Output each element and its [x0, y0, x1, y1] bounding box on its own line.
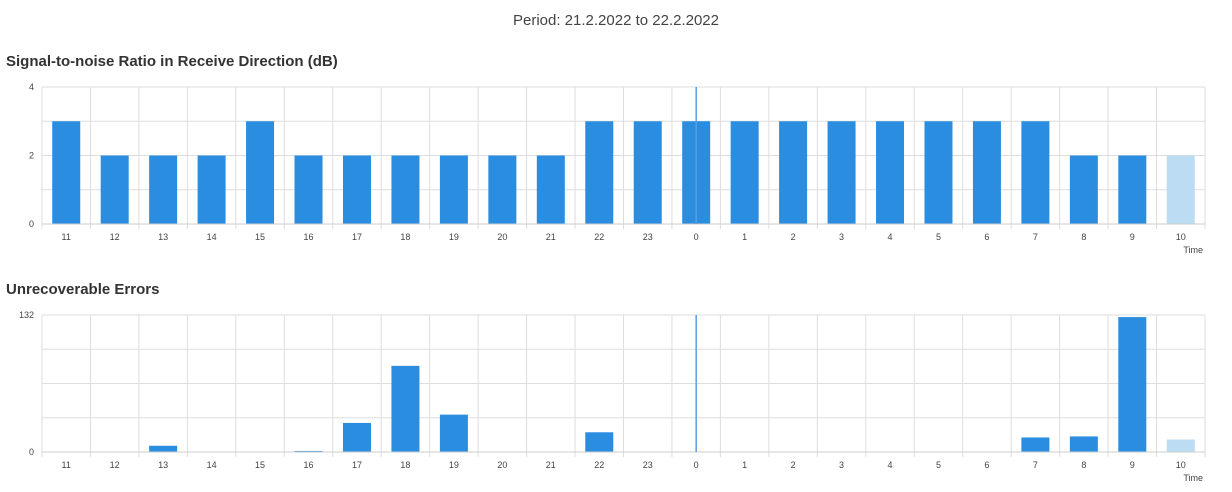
snr-xtick-label: 4 — [888, 232, 893, 242]
errors-xtick-label: 5 — [936, 460, 941, 470]
snr-xtick-label: 10 — [1176, 232, 1186, 242]
snr-xtick-label: 7 — [1033, 232, 1038, 242]
errors-x-axis-label: Time — [1183, 473, 1203, 483]
snr-xtick-label: 21 — [546, 232, 556, 242]
snr-xtick-label: 13 — [158, 232, 168, 242]
snr-ytick-label: 4 — [29, 82, 34, 92]
snr-bar — [1021, 121, 1050, 224]
errors-xtick-label: 20 — [497, 460, 507, 470]
errors-chart-title: Unrecoverable Errors — [6, 281, 160, 298]
snr-xtick-label: 19 — [449, 232, 459, 242]
snr-xtick-label: 9 — [1130, 232, 1135, 242]
snr-bar — [827, 121, 856, 224]
errors-bar — [1069, 436, 1098, 452]
snr-bar — [924, 121, 953, 224]
snr-xtick-label: 17 — [352, 232, 362, 242]
snr-bar — [1166, 155, 1195, 224]
errors-xtick-label: 6 — [984, 460, 989, 470]
errors-xtick-label: 17 — [352, 460, 362, 470]
snr-ytick-label: 0 — [29, 219, 34, 229]
errors-xtick-label: 3 — [839, 460, 844, 470]
errors-xtick-label: 13 — [158, 460, 168, 470]
snr-bar — [1069, 155, 1098, 224]
snr-xtick-label: 5 — [936, 232, 941, 242]
snr-bar — [488, 155, 517, 224]
snr-xtick-label: 1 — [742, 232, 747, 242]
snr-bar — [149, 155, 178, 224]
snr-xtick-label: 15 — [255, 232, 265, 242]
snr-bar — [730, 121, 759, 224]
period-label: Period: 21.2.2022 to 22.2.2022 — [512, 12, 719, 29]
snr-bar — [391, 155, 420, 224]
errors-xtick-label: 9 — [1130, 460, 1135, 470]
snr-xtick-label: 14 — [207, 232, 217, 242]
snr-bar — [1118, 155, 1147, 224]
snr-chart-title: Signal-to-noise Ratio in Receive Directi… — [6, 53, 338, 70]
errors-bar — [149, 445, 178, 452]
errors-xtick-label: 4 — [888, 460, 893, 470]
snr-xtick-label: 16 — [304, 232, 314, 242]
errors-bar — [1166, 439, 1195, 452]
snr-bar — [633, 121, 662, 224]
snr-bar — [100, 155, 129, 224]
errors-xtick-label: 15 — [255, 460, 265, 470]
snr-bar — [197, 155, 226, 224]
snr-bar — [439, 155, 468, 224]
errors-xtick-label: 22 — [594, 460, 604, 470]
errors-xtick-label: 14 — [207, 460, 217, 470]
errors-bar — [1021, 437, 1050, 452]
errors-xtick-label: 0 — [694, 460, 699, 470]
snr-xtick-label: 23 — [643, 232, 653, 242]
snr-xtick-label: 22 — [594, 232, 604, 242]
snr-bar — [52, 121, 81, 224]
errors-xtick-label: 21 — [546, 460, 556, 470]
errors-ytick-label: 0 — [29, 447, 34, 457]
snr-xtick-label: 8 — [1081, 232, 1086, 242]
snr-xtick-label: 6 — [984, 232, 989, 242]
errors-bar — [342, 422, 371, 452]
snr-bar — [876, 121, 905, 224]
errors-bar — [1118, 317, 1147, 452]
errors-bar — [391, 365, 420, 452]
errors-xtick-label: 8 — [1081, 460, 1086, 470]
errors-ytick-label: 132 — [19, 310, 34, 320]
errors-xtick-label: 7 — [1033, 460, 1038, 470]
snr-x-axis-label: Time — [1183, 245, 1203, 255]
errors-xtick-label: 12 — [110, 460, 120, 470]
snr-bar — [972, 121, 1001, 224]
snr-xtick-label: 3 — [839, 232, 844, 242]
snr-xtick-label: 20 — [497, 232, 507, 242]
snr-bar — [585, 121, 614, 224]
snr-bar — [536, 155, 565, 224]
errors-bar — [439, 414, 468, 452]
snr-xtick-label: 11 — [62, 232, 71, 242]
errors-xtick-label: 23 — [643, 460, 653, 470]
errors-bar — [294, 450, 323, 452]
errors-xtick-label: 10 — [1176, 460, 1186, 470]
snr-xtick-label: 0 — [694, 232, 699, 242]
errors-xtick-label: 11 — [62, 460, 71, 470]
snr-bar — [246, 121, 275, 224]
snr-bar — [779, 121, 808, 224]
snr-xtick-label: 18 — [400, 232, 410, 242]
errors-xtick-label: 18 — [400, 460, 410, 470]
errors-bar — [585, 432, 614, 452]
snr-xtick-label: 12 — [110, 232, 120, 242]
errors-xtick-label: 1 — [742, 460, 747, 470]
errors-xtick-label: 19 — [449, 460, 459, 470]
errors-xtick-label: 16 — [304, 460, 314, 470]
snr-xtick-label: 2 — [791, 232, 796, 242]
errors-xtick-label: 2 — [791, 460, 796, 470]
snr-ytick-label: 2 — [29, 151, 34, 161]
snr-bar — [294, 155, 323, 224]
snr-bar — [342, 155, 371, 224]
